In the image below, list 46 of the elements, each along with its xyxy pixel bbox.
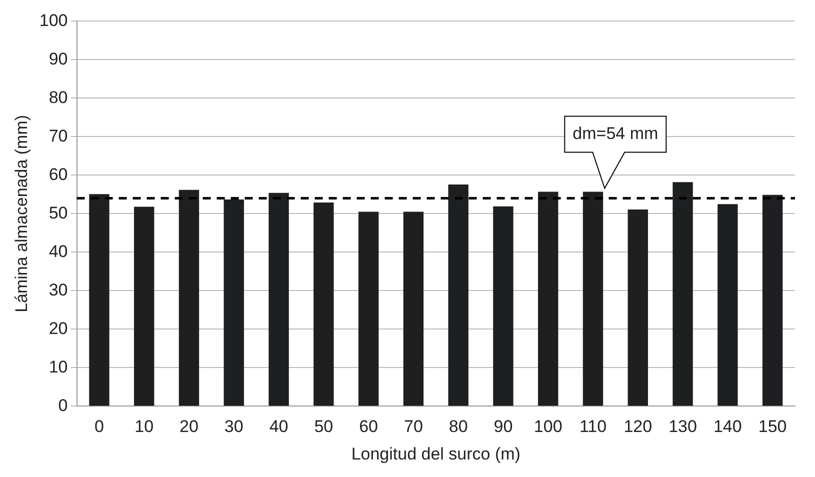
y-tick-label: 100 — [39, 10, 68, 30]
y-tick-label: 10 — [48, 357, 68, 376]
x-axis-title: Longitud del surco (m) — [351, 444, 520, 464]
ref-line-label: dm=54 mm — [572, 124, 658, 143]
bar — [178, 190, 200, 406]
y-tick-label: 90 — [48, 49, 68, 68]
x-tick-label: 30 — [224, 417, 244, 436]
bar — [718, 204, 738, 406]
x-tick-label: 20 — [180, 417, 198, 436]
x-tick-label: 120 — [624, 417, 652, 436]
bar — [358, 212, 379, 406]
x-tick-label: 0 — [94, 417, 104, 436]
bar — [314, 202, 334, 406]
x-tick-label: 150 — [758, 417, 787, 436]
bar — [672, 182, 693, 406]
x-tick-label: 130 — [668, 417, 697, 436]
bar — [403, 212, 424, 406]
y-tick-label: 30 — [48, 280, 68, 300]
bar — [268, 192, 289, 406]
y-tick-label: 40 — [48, 242, 68, 261]
x-tick-label: 70 — [404, 417, 423, 436]
bar — [538, 192, 558, 406]
x-tick-label: 90 — [494, 417, 513, 436]
y-axis-title: Lámina almacenada (mm) — [12, 114, 31, 312]
x-tick-label: 40 — [269, 417, 288, 436]
bar — [582, 192, 604, 406]
x-tick-label: 110 — [579, 417, 607, 436]
bar — [89, 194, 110, 406]
y-tick-label: 20 — [48, 318, 68, 338]
y-tick-label: 0 — [58, 396, 68, 415]
x-tick-label: 60 — [359, 417, 378, 436]
bar — [493, 206, 514, 406]
x-tick-label: 50 — [314, 417, 334, 436]
y-tick-label: 50 — [48, 203, 68, 222]
bar — [448, 184, 468, 406]
y-tick-label: 80 — [48, 88, 68, 107]
x-tick-label: 80 — [448, 417, 468, 436]
x-tick-label: 140 — [713, 417, 742, 436]
y-tick-label: 60 — [48, 164, 68, 184]
bar — [134, 206, 154, 406]
y-tick-label: 70 — [48, 126, 68, 146]
bar — [224, 199, 244, 406]
x-tick-label: 100 — [534, 417, 562, 436]
bar — [762, 194, 783, 406]
x-tick-label: 10 — [134, 417, 154, 436]
bar — [628, 209, 648, 406]
